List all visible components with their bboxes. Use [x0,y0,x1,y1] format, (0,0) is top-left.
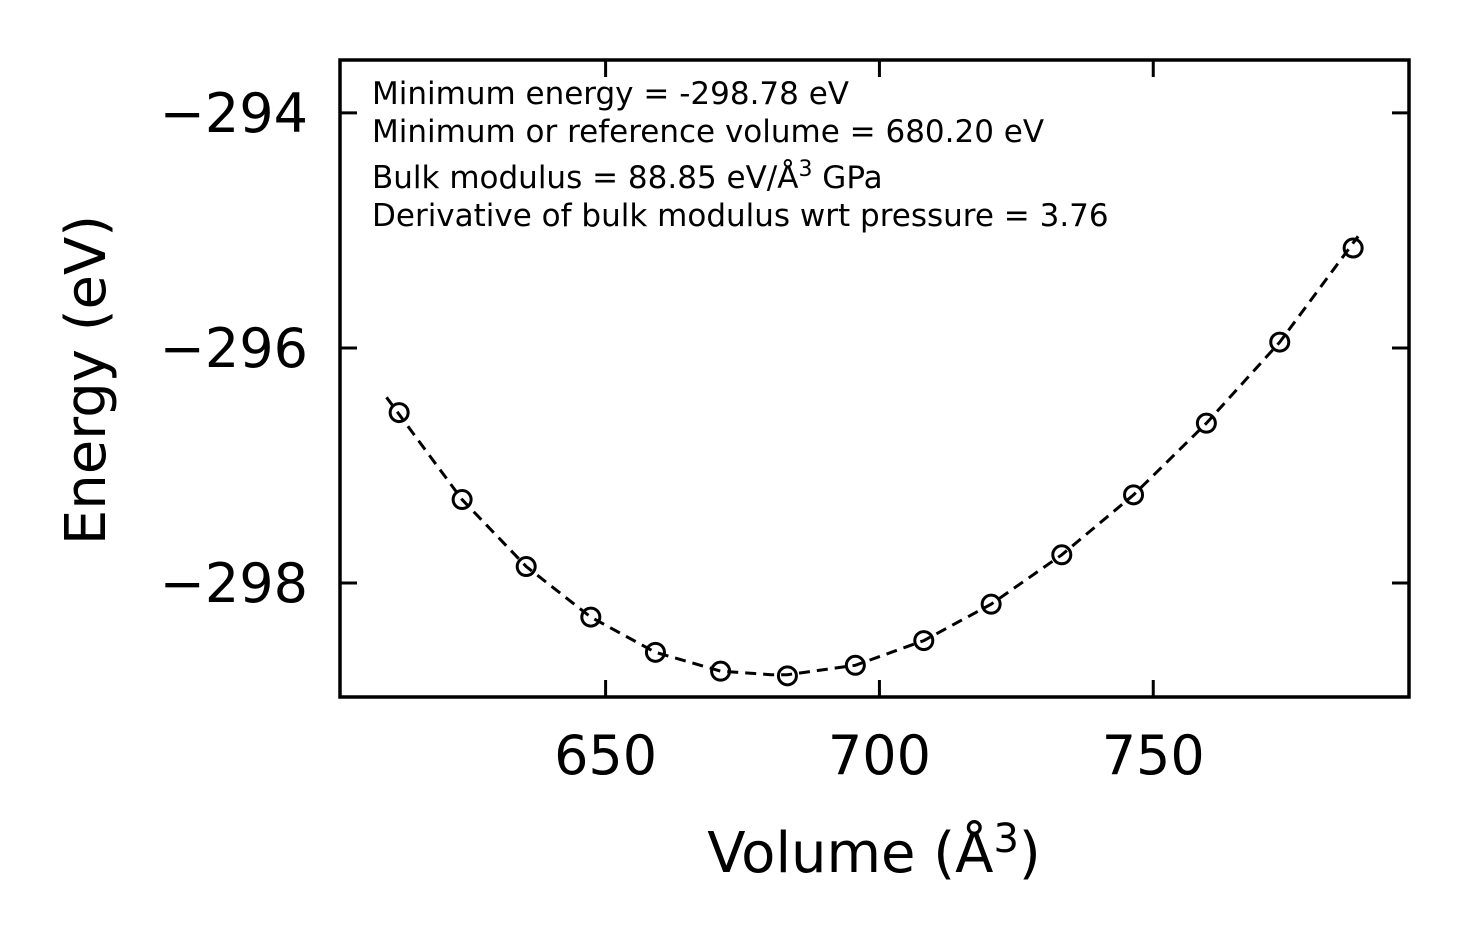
data-point [844,654,866,676]
annotation-box: Minimum energy = -298.78 eV Minimum or r… [372,76,1109,234]
y-tick-label: −296 [160,317,308,380]
data-point [776,665,798,687]
y-tick-label: −298 [160,552,308,615]
x-axis-label-end: ) [1019,821,1041,886]
annotation-bulk-modulus: Bulk modulus = 88.85 eV/Å3 GPa [372,157,883,196]
data-point [1269,331,1291,353]
fit-curve [385,235,1360,677]
data-point [580,606,602,628]
x-axis-label: Volume (Å3) [707,816,1041,886]
annotation-bulk-derivative: Derivative of bulk modulus wrt pressure … [372,198,1109,234]
annotation-bulk-modulus-main: Bulk modulus = 88.85 eV/Å [372,160,798,196]
data-point [388,402,410,424]
data-point [710,660,732,682]
y-tick-label: −294 [160,82,308,145]
data-point [980,593,1002,615]
annotation-bulk-modulus-unit: GPa [812,160,882,196]
data-point [1342,237,1364,259]
data-point [451,489,473,511]
x-axis-label-main: Volume (Å [707,820,993,886]
data-point [913,630,935,652]
plot-frame [338,58,1411,699]
annotation-min-volume: Minimum or reference volume = 680.20 eV [372,114,1044,150]
axis-ticks: 650 700 750 −294 −296 −298 [160,60,1409,787]
annotation-bulk-modulus-sup: 3 [798,157,812,182]
points-layer [388,237,1364,687]
data-point [1123,484,1145,506]
fit-layer [385,235,1360,677]
x-tick-label: 650 [554,724,657,787]
data-point [1051,544,1073,566]
annotation-min-energy: Minimum energy = -298.78 eV [372,76,849,112]
y-axis-label: Energy (eV) [54,215,119,545]
x-axis-label-sup: 3 [993,816,1018,862]
data-point [1195,412,1217,434]
x-tick-label: 700 [828,724,931,787]
data-point [644,641,666,663]
data-point [515,556,537,578]
x-tick-label: 750 [1102,724,1205,787]
